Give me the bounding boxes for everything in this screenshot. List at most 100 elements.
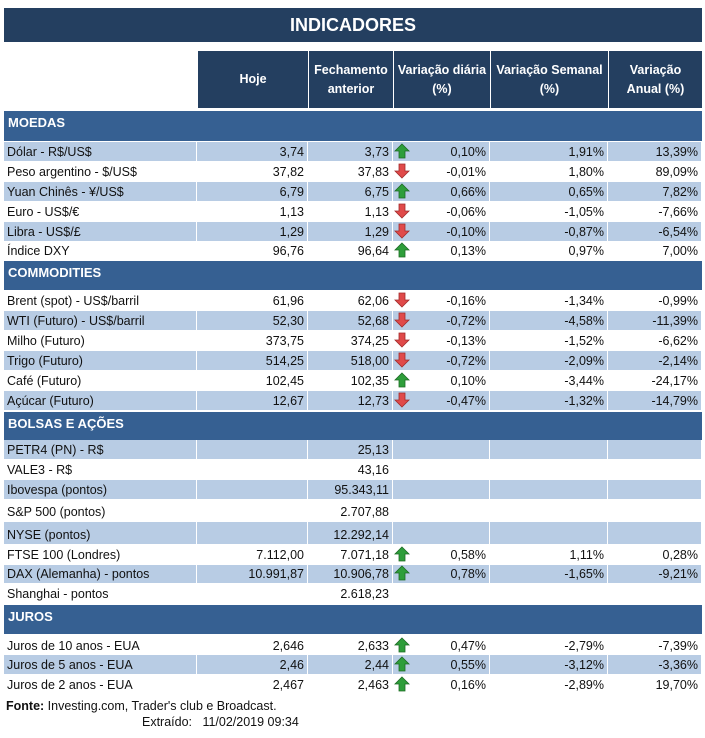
cell-value: -0,13% (446, 334, 486, 348)
table-row: Milho (Futuro) 373,75 374,25 -0,13% -1,52% -6… (4, 331, 702, 350)
cell-hoje: 6,79 (197, 182, 308, 201)
cell-fechamento: 374,25 (308, 331, 393, 350)
cell-sem: -2,09% (490, 351, 608, 370)
cell-fechamento: 62,06 (308, 291, 393, 310)
cell-variacao-diaria (393, 500, 490, 521)
arrow-up-icon (394, 242, 410, 258)
cell-hoje: 514,25 (197, 351, 308, 370)
cell-ano (608, 522, 702, 544)
cell-value: 7.071,18 (340, 548, 389, 562)
arrow-up-icon (394, 637, 410, 653)
cell-sem: -1,65% (490, 565, 608, 583)
cell-value: 6,75 (364, 185, 389, 199)
cell-value: 2.618,23 (340, 587, 389, 601)
row-label: Brent (spot) - US$/barril (4, 291, 197, 310)
cell-value: 0,47% (450, 639, 486, 653)
section-header: MOEDAS (4, 110, 702, 141)
arrow-up-icon (394, 372, 410, 388)
row-label: WTI (Futuro) - US$/barril (4, 311, 197, 330)
table-row: PETR4 (PN) - R$ 25,13 (4, 440, 702, 459)
row-label: Shanghai - pontos (4, 584, 197, 603)
cell-hoje: 52,30 (197, 311, 308, 330)
cell-variacao-diaria: -0,10% (393, 222, 490, 241)
row-label: Café (Futuro) (4, 371, 197, 390)
cell-ano: 0,28% (608, 545, 702, 564)
cell-variacao-diaria: 0,13% (393, 242, 490, 260)
header-variacao-anual: Variação Anual (%) (608, 51, 702, 108)
cell-hoje: 2,646 (197, 635, 308, 655)
cell-fechamento: 102,35 (308, 371, 393, 390)
cell-hoje: 102,45 (197, 371, 308, 390)
cell-ano: -7,39% (608, 635, 702, 655)
arrow-up-icon (394, 676, 410, 692)
cell-hoje: 3,74 (197, 142, 308, 161)
cell-value: 2,633 (357, 639, 389, 653)
cell-variacao-diaria (393, 440, 490, 459)
row-label: Juros de 10 anos - EUA (4, 635, 197, 655)
cell-ano: -6,54% (608, 222, 702, 241)
cell-ano: -7,66% (608, 202, 702, 221)
table-row: Trigo (Futuro) 514,25 518,00 -0,72% -2,09% -2… (4, 351, 702, 370)
cell-value: 0,13% (450, 244, 486, 258)
table-row: Café (Futuro) 102,45 102,35 0,10% -3,44% -24,… (4, 371, 702, 390)
table-row: Índice DXY 96,76 96,64 0,13% 0,97% 7,00% (4, 242, 702, 260)
cell-hoje: 373,75 (197, 331, 308, 350)
cell-hoje (197, 440, 308, 459)
cell-variacao-diaria (393, 460, 490, 479)
table-row: Euro - US$/€ 1,13 1,13 -0,06% -1,05% -7,66% (4, 202, 702, 221)
cell-sem: -4,58% (490, 311, 608, 330)
cell-variacao-diaria (393, 584, 490, 603)
table-row: Yuan Chinês - ¥/US$ 6,79 6,75 0,66% 0,65% 7,8… (4, 182, 702, 201)
cell-ano: -24,17% (608, 371, 702, 390)
arrow-up-icon (394, 183, 410, 199)
cell-variacao-diaria: -0,01% (393, 162, 490, 181)
cell-fechamento: 10.906,78 (308, 565, 393, 583)
cell-sem: -1,05% (490, 202, 608, 221)
cell-variacao-diaria: 0,78% (393, 565, 490, 583)
cell-variacao-diaria: 0,55% (393, 655, 490, 674)
table-row: FTSE 100 (Londres) 7.112,00 7.071,18 0,58% 1… (4, 545, 702, 564)
header-variacao-semanal: Variação Semanal (%) (490, 51, 608, 108)
section-header: COMMODITIES (4, 260, 702, 290)
cell-variacao-diaria (393, 522, 490, 544)
cell-value: 3,73 (364, 145, 389, 159)
source-text: Investing.com, Trader's club e Broadcast… (44, 699, 277, 713)
cell-sem: 0,65% (490, 182, 608, 201)
cell-hoje: 96,76 (197, 242, 308, 260)
row-label: Açúcar (Futuro) (4, 391, 197, 410)
table-row: Shanghai - pontos 2.618,23 (4, 584, 702, 603)
table-row: DAX (Alemanha) - pontos 10.991,87 10.906,7… (4, 565, 702, 583)
row-label: Peso argentino - $/US$ (4, 162, 197, 181)
cell-fechamento: 1,29 (308, 222, 393, 241)
cell-hoje: 10.991,87 (197, 565, 308, 583)
cell-value: -0,72% (446, 354, 486, 368)
cell-value: 10.906,78 (333, 567, 389, 581)
cell-variacao-diaria: -0,13% (393, 331, 490, 350)
cell-sem: 1,80% (490, 162, 608, 181)
arrow-up-icon (394, 656, 410, 672)
row-label: S&P 500 (pontos) (4, 500, 197, 521)
cell-value: 96,64 (357, 244, 389, 258)
header-variacao-diaria: Variação diária (%) (393, 51, 490, 108)
cell-sem (490, 460, 608, 479)
arrow-down-icon (394, 163, 410, 179)
cell-fechamento: 37,83 (308, 162, 393, 181)
cell-sem (490, 522, 608, 544)
section-header: JUROS (4, 604, 702, 634)
cell-value: 95.343,11 (334, 483, 389, 497)
cell-sem: -0,87% (490, 222, 608, 241)
cell-value: 43,16 (357, 463, 389, 477)
cell-value: 2,44 (364, 658, 389, 672)
row-label: Ibovespa (pontos) (4, 480, 197, 499)
cell-fechamento: 2.618,23 (308, 584, 393, 603)
row-label: Dólar - R$/US$ (4, 142, 197, 161)
cell-value: 2,463 (357, 678, 389, 692)
cell-hoje (197, 480, 308, 499)
table-row: NYSE (pontos) 12.292,14 (4, 522, 702, 544)
row-label: Índice DXY (4, 242, 197, 260)
cell-value: 62,06 (357, 294, 389, 308)
cell-value: 102,35 (350, 374, 389, 388)
cell-sem: -3,12% (490, 655, 608, 674)
cell-variacao-diaria: 0,66% (393, 182, 490, 201)
